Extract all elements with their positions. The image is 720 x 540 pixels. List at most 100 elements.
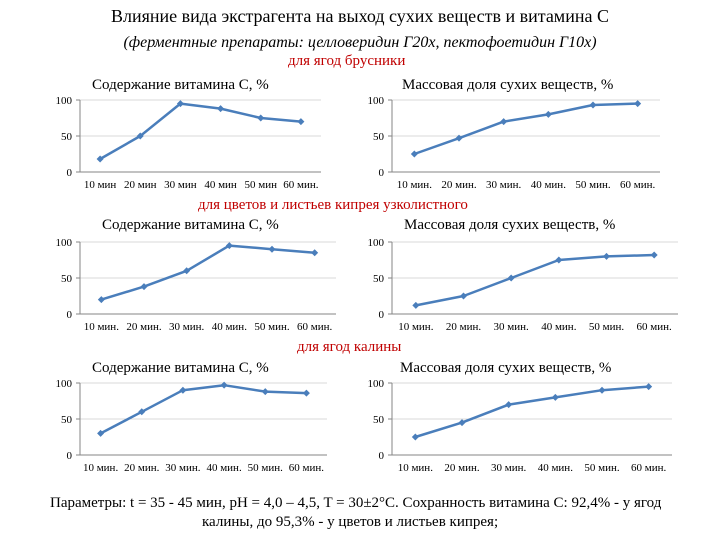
page-subtitle: (ферментные препараты: целловеридин Г20х… bbox=[123, 34, 597, 51]
data-point bbox=[411, 433, 419, 441]
y-tick-label: 100 bbox=[368, 95, 385, 107]
x-tick-label: 60 мин. bbox=[631, 462, 666, 474]
series-line bbox=[99, 102, 302, 161]
x-tick-label: 60 мин. bbox=[620, 179, 655, 191]
data-point bbox=[138, 408, 146, 416]
x-tick-label: 20 мин bbox=[124, 179, 157, 191]
data-point bbox=[412, 301, 420, 309]
y-tick-label: 50 bbox=[61, 414, 73, 426]
chart-fireweed-dry-matter: Массовая доля сухих веществ, % 0 50 100 10 м… bbox=[368, 217, 678, 333]
data-point bbox=[555, 256, 563, 264]
chart-fireweed-vitamin-c: Содержание витамина С, % 0 50 100 10 мин. 20 … bbox=[56, 217, 336, 333]
parameters-line-2: калины, до 95,3% - у цветов и листьев ки… bbox=[202, 514, 499, 530]
y-tick-label: 0 bbox=[379, 167, 385, 179]
x-tick-label: 30 мин. bbox=[169, 321, 204, 333]
y-tick-label: 0 bbox=[379, 450, 385, 462]
x-tick-label: 20 мин. bbox=[444, 462, 479, 474]
chart-title: Содержание витамина С, % bbox=[92, 360, 269, 376]
data-point bbox=[645, 383, 653, 391]
y-tick-label: 100 bbox=[368, 378, 385, 390]
x-tick-label: 20 мин. bbox=[126, 321, 161, 333]
data-point bbox=[500, 118, 508, 126]
data-point bbox=[650, 251, 658, 259]
chart-lingonberry-dry-matter: Массовая доля сухих веществ, % 0 50 100 10 м… bbox=[368, 77, 660, 191]
x-tick-label: 20 мин. bbox=[441, 179, 476, 191]
chart-viburnum-vitamin-c: Содержание витамина С, % 0 50 100 10 мин. 20 … bbox=[56, 360, 327, 474]
y-tick-label: 0 bbox=[379, 309, 385, 321]
chart-title: Массовая доля сухих веществ, % bbox=[404, 217, 615, 233]
series-line bbox=[100, 244, 315, 301]
data-point bbox=[183, 267, 191, 275]
data-point bbox=[551, 393, 559, 401]
y-tick-label: 100 bbox=[368, 237, 385, 249]
x-tick-label: 40 мин. bbox=[531, 179, 566, 191]
y-tick-label: 0 bbox=[67, 309, 73, 321]
data-point bbox=[261, 388, 269, 396]
data-point bbox=[140, 283, 148, 291]
data-point bbox=[268, 245, 276, 253]
chart-title: Содержание витамина С, % bbox=[102, 217, 279, 233]
x-tick-label: 60 мин. bbox=[283, 179, 318, 191]
x-tick-label: 10 мин bbox=[84, 179, 117, 191]
chart-title: Содержание витамина С, % bbox=[92, 77, 269, 93]
x-tick-label: 50 мин. bbox=[254, 321, 289, 333]
chart-title: Массовая доля сухих веществ, % bbox=[402, 77, 613, 93]
series-line bbox=[415, 253, 655, 307]
chart-viburnum-dry-matter: Массовая доля сухих веществ, % 0 50 100 10 м… bbox=[368, 360, 672, 474]
series-line bbox=[413, 102, 638, 156]
section-label-fireweed: для цветов и листьев кипрея узколистного bbox=[198, 197, 468, 213]
chart-title: Массовая доля сухих веществ, % bbox=[400, 360, 611, 376]
data-point bbox=[136, 132, 144, 140]
x-tick-label: 60 мин. bbox=[297, 321, 332, 333]
data-point bbox=[257, 114, 265, 122]
section-label-lingonberry: для ягод брусники bbox=[288, 53, 406, 69]
y-tick-label: 0 bbox=[67, 167, 73, 179]
y-tick-label: 100 bbox=[56, 237, 73, 249]
x-tick-label: 20 мин. bbox=[124, 462, 159, 474]
x-tick-label: 50 мин. bbox=[589, 321, 624, 333]
parameters-note: Параметры: t = 35 - 45 мин, pH = 4,0 – 4… bbox=[50, 494, 718, 532]
y-tick-label: 50 bbox=[373, 131, 385, 143]
x-tick-label: 40 мин. bbox=[541, 321, 576, 333]
data-point bbox=[97, 296, 105, 304]
data-point bbox=[603, 252, 610, 260]
data-point bbox=[176, 100, 184, 108]
x-tick-label: 50 мин. bbox=[575, 179, 610, 191]
x-tick-label: 40 мин. bbox=[538, 462, 573, 474]
data-point bbox=[544, 110, 552, 118]
x-tick-label: 30 мин. bbox=[486, 179, 521, 191]
x-tick-label: 10 мин. bbox=[398, 462, 433, 474]
y-tick-label: 50 bbox=[373, 273, 385, 285]
y-tick-label: 50 bbox=[61, 131, 73, 143]
data-point bbox=[589, 101, 597, 109]
x-tick-label: 20 мин. bbox=[446, 321, 481, 333]
y-tick-label: 50 bbox=[61, 273, 73, 285]
x-tick-label: 10 мин. bbox=[397, 179, 432, 191]
x-tick-label: 40 мин bbox=[204, 179, 237, 191]
data-point bbox=[311, 249, 319, 257]
series-line bbox=[414, 385, 649, 439]
x-tick-label: 50 мин. bbox=[584, 462, 619, 474]
x-tick-label: 10 мин. bbox=[398, 321, 433, 333]
data-point bbox=[179, 386, 187, 394]
data-point bbox=[225, 242, 233, 250]
data-point bbox=[455, 134, 463, 142]
y-tick-label: 100 bbox=[56, 95, 73, 107]
data-point bbox=[598, 386, 606, 394]
page-title: Влияние вида экстрагента на выход сухих … bbox=[111, 6, 609, 26]
data-point bbox=[96, 155, 104, 163]
x-tick-label: 50 мин. bbox=[248, 462, 283, 474]
data-point bbox=[460, 292, 467, 300]
data-point bbox=[458, 419, 466, 427]
y-tick-label: 0 bbox=[67, 450, 73, 462]
x-tick-label: 40 мин. bbox=[212, 321, 247, 333]
chart-lingonberry-vitamin-c: Содержание витамина С, % 0 50 100 10 мин 20 м… bbox=[56, 77, 321, 191]
x-tick-label: 60 мин. bbox=[637, 321, 672, 333]
x-tick-label: 30 мин. bbox=[165, 462, 200, 474]
parameters-line-1: Параметры: t = 35 - 45 мин, pH = 4,0 – 4… bbox=[50, 495, 662, 511]
x-tick-label: 40 мин. bbox=[206, 462, 241, 474]
y-tick-label: 50 bbox=[373, 414, 385, 426]
data-point bbox=[302, 389, 310, 397]
data-point bbox=[220, 381, 228, 389]
data-point bbox=[507, 274, 515, 282]
